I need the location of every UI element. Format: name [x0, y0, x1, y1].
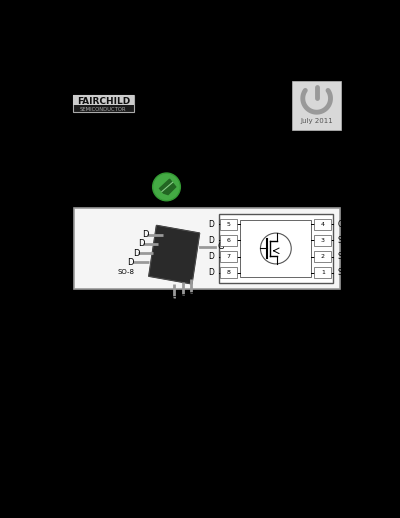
Text: S: S [338, 252, 342, 261]
Text: D: D [208, 236, 214, 244]
FancyBboxPatch shape [220, 219, 237, 229]
Text: D: D [138, 239, 144, 248]
Text: G: G [338, 220, 343, 229]
FancyBboxPatch shape [314, 251, 331, 262]
Text: D: D [208, 252, 214, 261]
Text: S: S [188, 292, 194, 301]
FancyBboxPatch shape [220, 267, 237, 278]
FancyBboxPatch shape [72, 95, 134, 112]
Circle shape [260, 233, 291, 264]
Text: 1: 1 [321, 270, 325, 275]
Text: 4: 4 [321, 222, 325, 227]
Text: D: D [133, 249, 140, 257]
Text: SEMICONDUCTOR: SEMICONDUCTOR [80, 107, 127, 112]
FancyBboxPatch shape [314, 267, 331, 278]
Text: D: D [208, 268, 214, 277]
Text: Pin 1: Pin 1 [148, 301, 165, 308]
FancyBboxPatch shape [314, 235, 331, 246]
Text: S: S [338, 268, 342, 277]
Text: 3: 3 [321, 238, 325, 243]
Text: D: D [127, 258, 134, 267]
FancyBboxPatch shape [72, 95, 134, 105]
FancyBboxPatch shape [220, 251, 237, 262]
Text: S: S [172, 296, 177, 305]
FancyBboxPatch shape [220, 235, 237, 246]
Text: 2: 2 [321, 254, 325, 260]
FancyBboxPatch shape [240, 220, 311, 277]
Text: 6: 6 [227, 238, 231, 243]
Text: 5: 5 [227, 222, 231, 227]
Text: 7: 7 [227, 254, 231, 260]
Text: S: S [180, 294, 185, 303]
FancyBboxPatch shape [292, 81, 341, 130]
Text: D: D [208, 220, 214, 229]
Text: July 2011: July 2011 [300, 119, 333, 124]
Circle shape [153, 173, 180, 201]
FancyBboxPatch shape [74, 208, 340, 290]
Text: FAIRCHILD: FAIRCHILD [77, 97, 130, 106]
FancyBboxPatch shape [219, 214, 333, 283]
Polygon shape [149, 225, 200, 284]
Text: SO-8: SO-8 [117, 269, 134, 275]
Text: G: G [217, 242, 224, 251]
FancyBboxPatch shape [314, 219, 331, 229]
Text: S: S [338, 236, 342, 244]
Text: 8: 8 [227, 270, 231, 275]
Polygon shape [160, 179, 176, 195]
Text: D: D [142, 230, 149, 239]
